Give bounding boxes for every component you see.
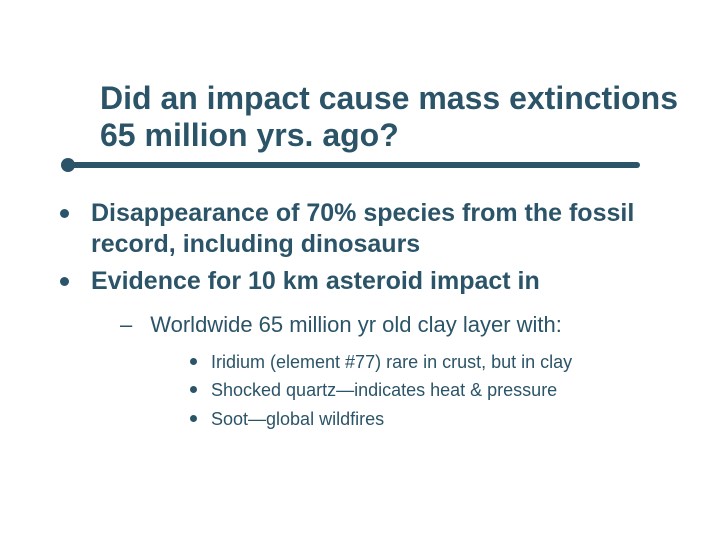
content-area: Disappearance of 70% species from the fo… [40,198,680,431]
bullet-level1: Disappearance of 70% species from the fo… [60,198,680,261]
bullet-icon [60,277,69,286]
title-underline [40,162,680,176]
bullet-icon [190,415,197,422]
bullet-level2: – Worldwide 65 million yr old clay layer… [120,311,680,340]
title-block: Did an impact cause mass extinctions 65 … [100,80,680,154]
dash-icon: – [120,311,132,340]
bullet-level1: Evidence for 10 km asteroid impact in [60,266,680,297]
bullet-text: Evidence for 10 km asteroid impact in [91,266,540,297]
bullet-icon [190,358,197,365]
slide-title: Did an impact cause mass extinctions 65 … [100,80,680,154]
bullet-level3: Shocked quartz—indicates heat & pressure [190,378,680,402]
bullet-text: Disappearance of 70% species from the fo… [91,198,680,261]
bullet-icon [60,209,69,218]
bullet-icon [190,386,197,393]
bullet-text: Shocked quartz—indicates heat & pressure [211,378,557,402]
bullet-level3: Iridium (element #77) rare in crust, but… [190,350,680,374]
bullet-text: Soot—global wildfires [211,407,384,431]
slide: Did an impact cause mass extinctions 65 … [0,0,720,540]
bullet-text: Iridium (element #77) rare in crust, but… [211,350,572,374]
bullet-text: Worldwide 65 million yr old clay layer w… [150,311,562,340]
bullet-level3: Soot—global wildfires [190,407,680,431]
